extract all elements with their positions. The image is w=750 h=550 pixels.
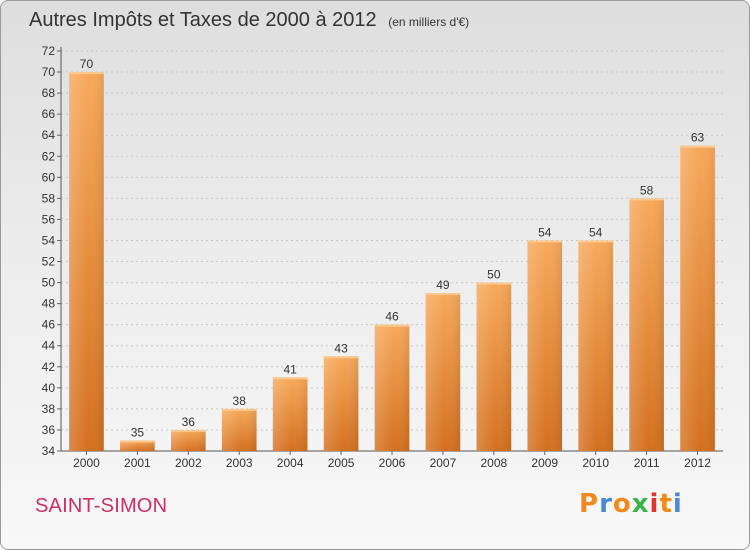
logo-letter: r xyxy=(599,489,613,519)
x-tick-label: 2002 xyxy=(175,456,202,470)
y-tick-label: 42 xyxy=(42,360,56,374)
x-tick-label: 2008 xyxy=(480,456,507,470)
bar-top-highlight xyxy=(221,408,257,411)
bar-shade xyxy=(425,293,461,451)
y-tick-label: 46 xyxy=(42,318,56,332)
value-label: 58 xyxy=(640,183,654,197)
bar-top-highlight xyxy=(527,240,563,243)
x-tick-label: 2010 xyxy=(582,456,609,470)
y-tick-label: 64 xyxy=(42,128,56,142)
x-tick-label: 2009 xyxy=(531,456,558,470)
y-tick-label: 40 xyxy=(42,381,56,395)
y-tick-label: 68 xyxy=(42,86,56,100)
bar-top-highlight xyxy=(680,145,715,148)
value-label: 36 xyxy=(182,415,196,429)
value-label: 43 xyxy=(334,341,348,355)
logo-letter: x xyxy=(631,489,650,519)
y-tick-label: 58 xyxy=(42,191,56,205)
bar-shade xyxy=(170,429,206,451)
value-label: 41 xyxy=(283,362,297,376)
value-label: 50 xyxy=(487,268,501,282)
bar-top-highlight xyxy=(272,377,308,380)
y-tick-label: 48 xyxy=(42,297,56,311)
bar-shade xyxy=(120,440,155,451)
logo-letter: i xyxy=(672,489,683,519)
bar-shade xyxy=(476,282,512,451)
value-label: 54 xyxy=(538,225,552,239)
x-tick-label: 2005 xyxy=(328,456,355,470)
proxiti-logo: Proxiti xyxy=(579,489,683,519)
bar-top-highlight xyxy=(120,440,155,443)
y-tick-label: 54 xyxy=(42,233,56,247)
y-tick-label: 50 xyxy=(42,276,56,290)
chart-title-text: Autres Impôts et Taxes de 2000 à 2012 xyxy=(29,9,377,31)
value-label: 46 xyxy=(385,310,399,324)
bar-shade xyxy=(69,72,104,451)
bar-shade xyxy=(374,324,410,451)
bar-top-highlight xyxy=(578,240,614,243)
logo-letter: t xyxy=(659,489,673,519)
y-tick-label: 60 xyxy=(42,170,56,184)
y-tick-label: 52 xyxy=(42,255,56,269)
x-tick-label: 2011 xyxy=(634,456,660,470)
y-tick-label: 34 xyxy=(42,444,56,458)
bar-shade xyxy=(272,377,308,451)
bar-top-highlight xyxy=(170,429,206,432)
x-tick-label: 2006 xyxy=(379,456,406,470)
bar-shade xyxy=(527,240,563,451)
x-tick-label: 2012 xyxy=(684,456,711,470)
bars xyxy=(69,72,715,451)
x-tick-label: 2004 xyxy=(277,456,304,470)
bar-shade xyxy=(578,240,614,451)
logo-letter: i xyxy=(649,489,660,519)
value-label: 63 xyxy=(691,131,705,145)
y-tick-label: 38 xyxy=(42,402,56,416)
y-tick-label: 70 xyxy=(42,65,56,79)
y-tick-label: 36 xyxy=(42,423,56,437)
y-tick-label: 44 xyxy=(42,339,56,353)
y-tick-label: 72 xyxy=(42,44,56,58)
value-label: 54 xyxy=(589,225,603,239)
bar-shade xyxy=(221,408,257,451)
y-tick-label: 62 xyxy=(42,149,56,163)
labels: 34 36 38 40 42 44 46 48 50 52 54 56 58 60 62 64 66 68 70 72… xyxy=(42,44,712,470)
x-tick-label: 2003 xyxy=(226,456,253,470)
commune-name: SAINT-SIMON xyxy=(35,495,168,517)
bar-top-highlight xyxy=(476,282,512,285)
y-tick-label: 66 xyxy=(42,107,56,121)
bar-shade xyxy=(323,356,359,451)
bar-top-highlight xyxy=(323,356,359,359)
x-tick-label: 2007 xyxy=(430,456,457,470)
value-label: 49 xyxy=(436,278,450,292)
logo-letter: P xyxy=(579,489,600,519)
bar-top-highlight xyxy=(629,198,664,201)
bar-top-highlight xyxy=(374,324,410,327)
bar-shade xyxy=(680,145,715,451)
bar-top-highlight xyxy=(69,72,104,75)
chart-title: Autres Impôts et Taxes de 2000 à 2012 (e… xyxy=(29,9,469,32)
bar-top-highlight xyxy=(425,293,461,296)
value-label: 35 xyxy=(131,425,145,439)
chart-subtitle: (en milliers d'€) xyxy=(388,15,470,29)
x-tick-label: 2000 xyxy=(73,456,100,470)
x-tick-label: 2001 xyxy=(124,456,151,470)
y-tick-label: 56 xyxy=(42,212,56,226)
value-label: 38 xyxy=(233,394,247,408)
bar-shade xyxy=(629,198,664,451)
value-label: 70 xyxy=(80,57,94,71)
logo-letter: o xyxy=(612,489,632,519)
